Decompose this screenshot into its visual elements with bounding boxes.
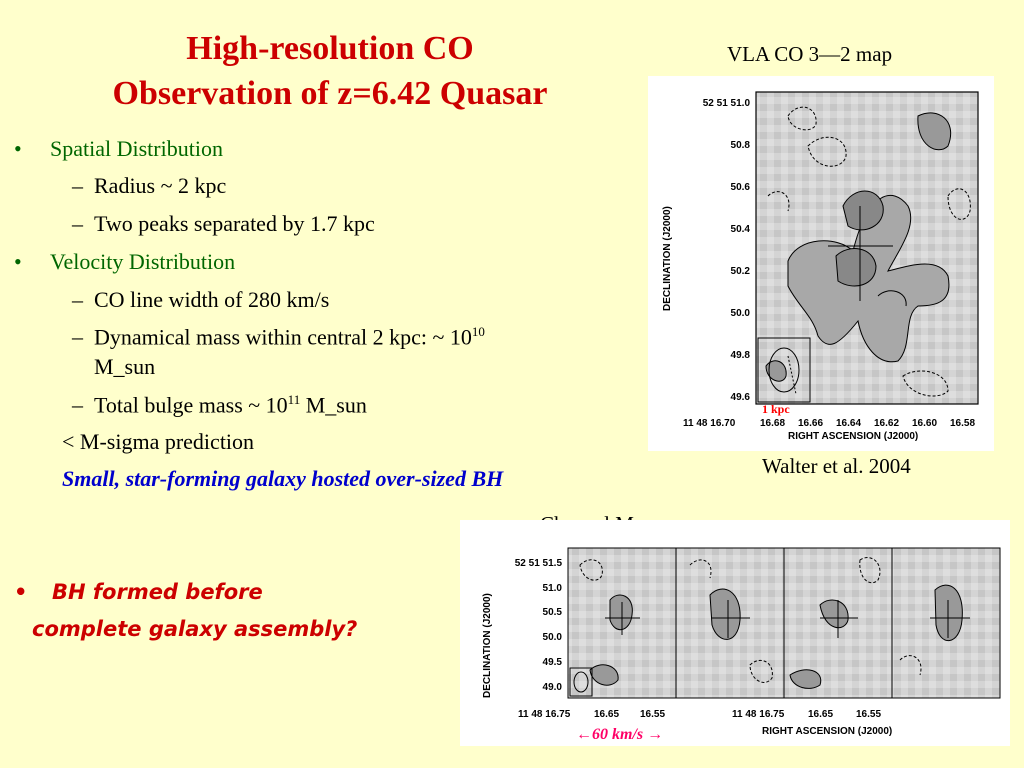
vla-x-tick: 16.60 [912, 418, 937, 429]
channel-x-tick: 16.65 [808, 709, 833, 720]
sub-bullet-radius: – Radius ~ 2 kpc [72, 173, 226, 199]
title-line-2: Observation of z=6.42 Quasar [112, 75, 548, 112]
arrow-right-icon: → [647, 726, 664, 743]
bullet-dot-icon: • [14, 249, 22, 274]
channel-y-label: DECLINATION (J2000) [482, 593, 493, 698]
vla-y-tick: 50.8 [731, 140, 751, 151]
sub-bullet-bulge-text: Total bulge mass ~ 1011 M_sun [94, 392, 367, 418]
title-line-1: High-resolution CO [186, 30, 474, 67]
vla-x-tick: 11 48 16.70 [683, 418, 736, 429]
vla-x-tick: 16.64 [836, 418, 861, 429]
vla-y-tick: 49.6 [731, 392, 751, 403]
channel-x-tick: 11 48 16.75 [518, 709, 571, 720]
sub-bullet-bulge: – Total bulge mass ~ 1011 M_sun [72, 392, 367, 418]
channel-x-tick: 16.65 [594, 709, 619, 720]
bullet-dot-icon: • [14, 136, 22, 161]
vla-x-tick: 16.68 [760, 418, 785, 429]
dash-icon: – [72, 392, 83, 417]
bulge-unit: M_sun [300, 392, 367, 418]
sub-bullet-peaks: – Two peaks separated by 1.7 kpc [72, 211, 375, 237]
sub-bullet-linewidth: – CO line width of 280 km/s [72, 287, 329, 313]
dash-icon: – [72, 173, 83, 198]
channel-y-tick: 50.5 [543, 607, 563, 618]
channel-y-tick: 49.5 [543, 657, 563, 668]
bullet-velocity-text: Velocity Distribution [50, 249, 236, 274]
bulge-exponent: 11 [287, 392, 301, 407]
vla-y-ticks: 52 51 51.0 50.8 50.6 50.4 50.2 50.0 49.8… [703, 98, 751, 403]
vla-y-tick: 49.8 [731, 350, 751, 361]
channel-x-tick: 11 48 16.75 [732, 709, 785, 720]
velocity-scale: ←60 km/s → [576, 726, 663, 744]
vla-y-label: DECLINATION (J2000) [662, 206, 673, 311]
sub-bullet-dynmass-text: Dynamical mass within central 2 kpc: ~ 1… [94, 324, 485, 350]
sub-bullet-radius-text: Radius ~ 2 kpc [94, 173, 227, 198]
dynmass-exponent: 10 [471, 324, 485, 339]
bullet-spatial: • Spatial Distribution [14, 136, 223, 162]
dash-icon: – [72, 324, 83, 349]
channel-x-tick: 16.55 [640, 709, 665, 720]
arrow-left-icon: ← [576, 726, 592, 743]
slide-title: High-resolution CO Observation of z=6.42… [20, 26, 640, 116]
vla-y-tick: 50.4 [731, 224, 751, 235]
vla-y-tick: 50.2 [731, 266, 751, 277]
bh-line-2: complete galaxy assembly? [32, 617, 358, 641]
vla-y-tick: 52 51 51.0 [703, 98, 751, 109]
vla-x-label: RIGHT ASCENSION (J2000) [788, 431, 918, 442]
channel-y-tick: 52 51 51.5 [515, 558, 563, 569]
vla-y-tick: 50.0 [731, 308, 751, 319]
vla-map-panel: 52 51 51.0 50.8 50.6 50.4 50.2 50.0 49.8… [648, 76, 994, 451]
vla-x-tick: 16.58 [950, 418, 975, 429]
channel-y-tick: 50.0 [543, 632, 563, 643]
vla-x-tick: 16.66 [798, 418, 823, 429]
bullet-velocity: • Velocity Distribution [14, 249, 235, 275]
bullet-bh: • BH formed before [14, 580, 263, 604]
vla-y-tick: 50.6 [731, 182, 751, 193]
vla-scale-label: 1 kpc [762, 402, 790, 416]
channel-x-label: RIGHT ASCENSION (J2000) [762, 726, 892, 737]
channel-y-tick: 49.0 [543, 682, 563, 693]
bh-line-1: BH formed before [52, 580, 263, 604]
channel-y-tick: 51.0 [543, 583, 563, 594]
channel-x-ticks-left: 11 48 16.75 16.65 16.55 [518, 709, 665, 720]
channel-maps-image: DECLINATION (J2000) 52 51 51.5 51.0 50.5… [482, 547, 1001, 737]
sub-bullet-linewidth-text: CO line width of 280 km/s [94, 287, 330, 312]
vla-credit: Walter et al. 2004 [762, 454, 911, 478]
dash-icon: – [72, 287, 83, 312]
sub-bullet-dynmass: – Dynamical mass within central 2 kpc: ~… [72, 324, 485, 350]
bullet-spatial-text: Spatial Distribution [50, 136, 223, 161]
channel-x-ticks-right: 11 48 16.75 16.65 16.55 [732, 709, 881, 720]
channel-x-tick: 16.55 [856, 709, 881, 720]
vla-caption: VLA CO 3—2 map [727, 42, 893, 66]
vla-map-image: 52 51 51.0 50.8 50.6 50.4 50.2 50.0 49.8… [662, 91, 979, 442]
dash-icon: – [72, 211, 83, 236]
msigma-text: < M-sigma prediction [62, 429, 255, 454]
velocity-scale-text: 60 km/s [592, 726, 644, 743]
bulge-text: Total bulge mass ~ 10 [94, 392, 288, 418]
channel-maps-panel: DECLINATION (J2000) 52 51 51.5 51.0 50.5… [460, 520, 1010, 746]
dynmass-text: Dynamical mass within central 2 kpc: ~ 1… [94, 324, 472, 350]
vla-x-tick: 16.62 [874, 418, 899, 429]
vla-x-ticks: 11 48 16.70 16.68 16.66 16.64 16.62 16.6… [683, 418, 975, 429]
channel-y-ticks: 52 51 51.5 51.0 50.5 50.0 49.5 49.0 [515, 558, 563, 693]
bullet-dot-icon: • [14, 580, 28, 604]
sub-bullet-dynmass-unit: M_sun [94, 354, 156, 379]
small-galaxy-text: Small, star-forming galaxy hosted over-s… [62, 466, 504, 491]
sub-bullet-peaks-text: Two peaks separated by 1.7 kpc [94, 211, 375, 236]
